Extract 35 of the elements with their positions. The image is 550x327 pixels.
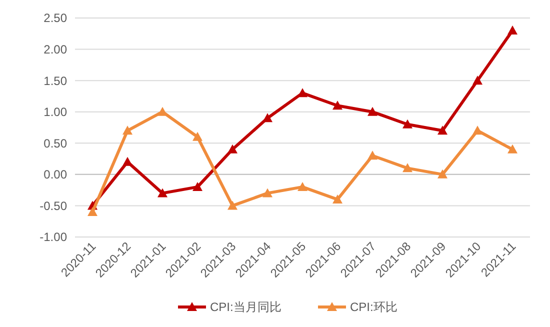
point: [192, 132, 202, 141]
point: [402, 119, 412, 128]
point: [298, 182, 308, 191]
legend-label: CPI:当月同比: [210, 300, 282, 314]
point: [438, 126, 448, 135]
y-tick-label: 1.50: [44, 74, 68, 88]
point: [472, 76, 482, 85]
point: [368, 150, 378, 160]
point: [262, 113, 272, 122]
point: [508, 144, 518, 154]
point: [88, 206, 98, 216]
point: [158, 188, 168, 198]
point: [298, 88, 308, 98]
point: [228, 144, 238, 154]
point: [508, 26, 518, 35]
legend-label: CPI:环比: [350, 300, 398, 314]
y-tick-label: 1.00: [44, 105, 68, 120]
point: [122, 156, 132, 166]
point: [402, 163, 412, 172]
y-tick-label: 0.50: [44, 136, 68, 150]
y-tick-label: 0.00: [44, 168, 68, 182]
point: [122, 126, 132, 135]
y-tick-label: -0.50: [40, 198, 68, 213]
point: [192, 182, 202, 191]
point: [262, 188, 272, 198]
point: [332, 194, 342, 204]
point: [368, 106, 378, 116]
point: [158, 106, 168, 116]
point: [228, 200, 238, 210]
y-tick-label: 2.50: [44, 11, 68, 26]
point: [438, 169, 448, 178]
point: [472, 126, 482, 135]
point: [332, 100, 342, 110]
y-tick-label: -1.00: [40, 230, 68, 244]
y-tick-label: 2.00: [44, 42, 68, 56]
